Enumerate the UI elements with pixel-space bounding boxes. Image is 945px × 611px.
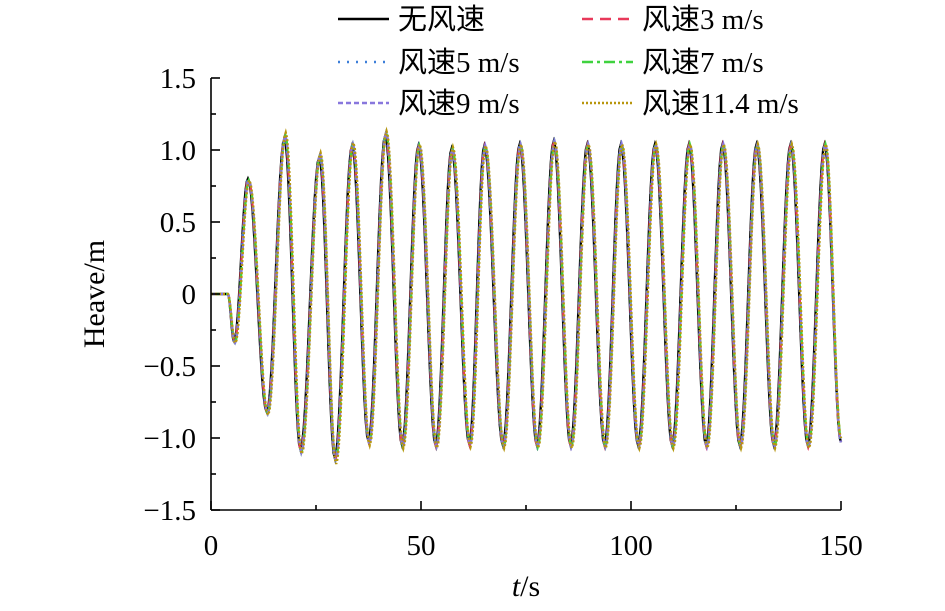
x-tick-label: 50 <box>407 530 436 562</box>
series-line-4 <box>211 128 843 462</box>
legend-label: 无风速 <box>398 4 485 36</box>
x-axis-title-unit: /s <box>520 570 540 603</box>
legend: 无风速 风速3 m/s 风速5 m/s 风速7 m/s 风速9 m/s 风速11.4 m/… <box>338 4 799 120</box>
legend-label: 风速3 m/s <box>642 4 764 36</box>
y-axis-title: Heave/m <box>78 240 111 348</box>
y-tick-label: −1.0 <box>143 423 196 455</box>
y-tick-label: −1.5 <box>143 495 196 527</box>
x-axis-title: t/s <box>512 570 540 603</box>
x-tick-label: 100 <box>609 530 653 562</box>
y-tick-label: 0 <box>182 279 197 311</box>
legend-label: 风速7 m/s <box>642 47 764 79</box>
ticks-layer: 0 50 100 150 −1.5 −1.0 −0.5 0 0.5 1.0 1.5 <box>143 63 862 562</box>
axes-layer <box>210 78 841 511</box>
legend-label: 风速11.4 m/s <box>642 88 799 120</box>
series-layer <box>211 126 843 465</box>
x-tick-label: 0 <box>204 530 219 562</box>
y-tick-label: −0.5 <box>143 351 196 383</box>
legend-label: 风速9 m/s <box>398 88 520 120</box>
legend-label: 风速5 m/s <box>398 47 520 79</box>
x-tick-label: 150 <box>819 530 863 562</box>
y-tick-label: 0.5 <box>160 207 196 239</box>
y-tick-label: 1.0 <box>160 135 196 167</box>
y-tick-label: 1.5 <box>160 63 196 95</box>
x-axis-title-variable: t <box>512 570 521 603</box>
